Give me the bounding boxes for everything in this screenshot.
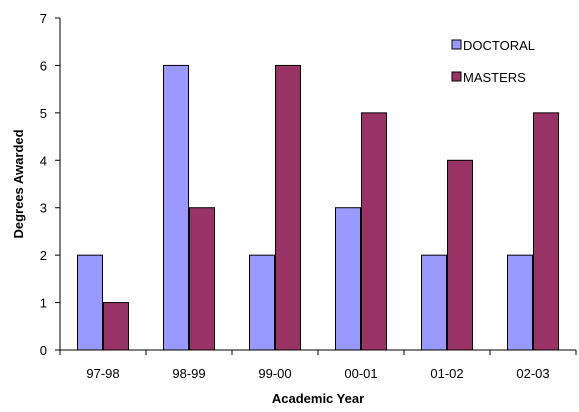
x-tick-label: 01-02 [430,366,463,381]
x-tick-label: 02-03 [516,366,549,381]
bar-masters-98-99 [189,207,215,351]
x-axis-title: Academic Year [272,391,364,406]
legend-swatch-masters [451,71,462,82]
legend-label-doctoral: DOCTORAL [463,38,535,53]
x-axis-ticks: 97-98 98-99 99-00 00-01 01-02 02-03 [59,350,577,381]
bars [77,64,559,351]
y-axis-title: Degrees Awarded [11,129,26,238]
bar-doctoral-01-02 [421,254,447,351]
bar-masters-01-02 [447,159,473,351]
y-tick-label: 6 [40,58,47,73]
x-tick-label: 00-01 [344,366,377,381]
bar-masters-97-98 [103,302,129,351]
x-tick-label: 97-98 [86,366,119,381]
y-tick-label: 0 [40,343,47,358]
y-tick-label: 7 [40,11,47,26]
bar-doctoral-99-00 [249,254,275,351]
bar-masters-02-03 [533,112,559,351]
legend-swatch-doctoral [451,39,462,50]
x-tick-label: 99-00 [258,366,291,381]
y-tick-label: 2 [40,248,47,263]
bar-masters-99-00 [275,64,301,351]
plot-area: 0 1 2 3 4 5 6 7 97-98 98-99 99-00 00-01 01-02 02-03 [40,11,577,381]
bar-doctoral-97-98 [77,254,103,351]
bar-doctoral-02-03 [507,254,533,351]
bar-doctoral-98-99 [163,64,189,351]
y-tick-label: 4 [40,153,47,168]
bar-masters-00-01 [361,112,387,351]
bar-doctoral-00-01 [335,207,361,351]
legend: DOCTORAL MASTERS [451,38,535,85]
y-tick-label: 3 [40,201,47,216]
x-tick-label: 98-99 [172,366,205,381]
legend-label-masters: MASTERS [463,70,526,85]
y-tick-label: 5 [40,106,47,121]
y-tick-label: 1 [40,296,47,311]
y-axis-ticks: 0 1 2 3 4 5 6 7 [40,11,60,358]
